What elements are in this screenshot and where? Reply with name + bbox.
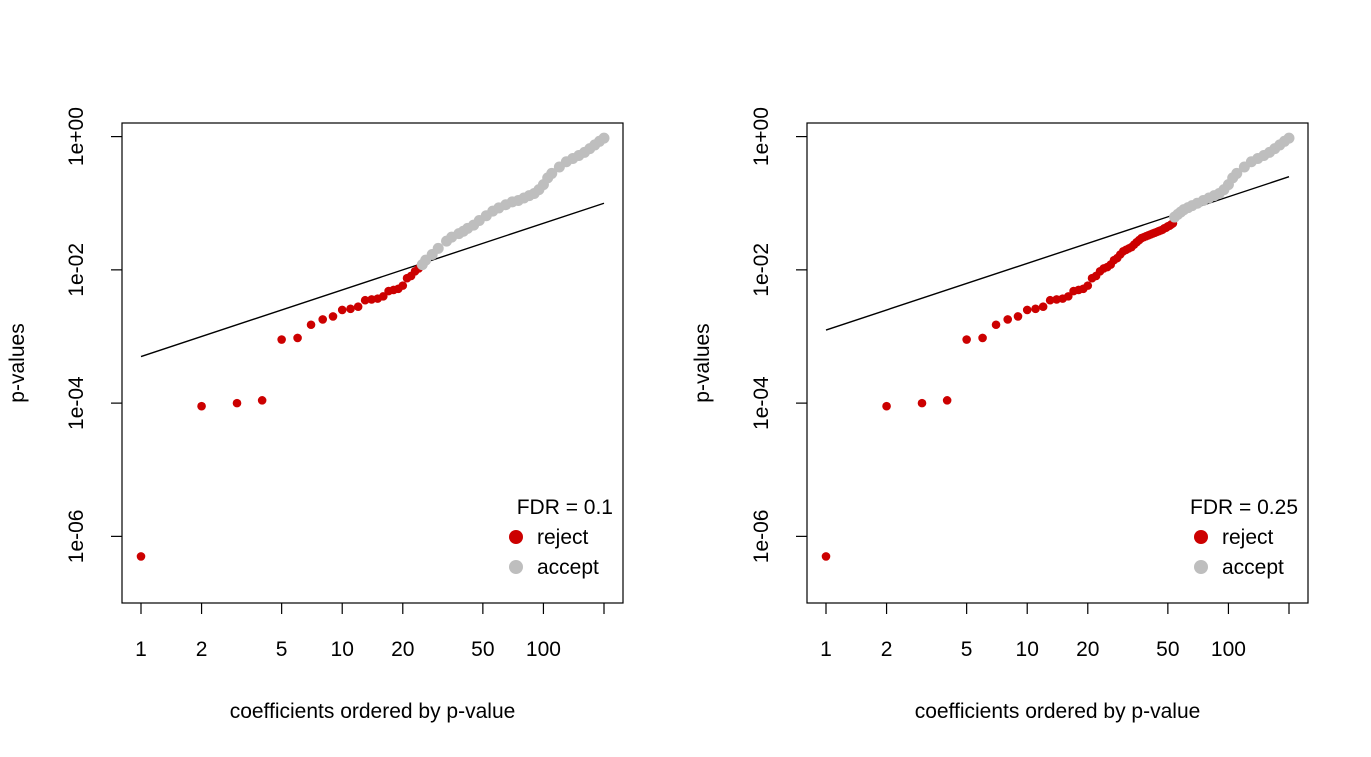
reject-point (360, 295, 370, 305)
y-tick-label: 1e-02 (750, 243, 773, 297)
x-tick-label: 1 (135, 638, 147, 661)
x-tick-label: 50 (1156, 638, 1179, 661)
legend-label-reject: reject (1222, 526, 1274, 549)
reject-point (962, 335, 971, 344)
reject-point (197, 401, 206, 411)
reject-point (257, 396, 267, 405)
reject-point (978, 333, 987, 343)
y-tick-label: 1e+00 (750, 107, 773, 166)
reject-point (1083, 281, 1093, 290)
reject-point (1045, 295, 1055, 305)
x-tick-label: 1 (820, 638, 832, 661)
reject-point (136, 552, 146, 561)
accept-point (432, 242, 444, 254)
fdr-threshold-line (140, 202, 605, 358)
x-axis-title: coefficients ordered by p-value (915, 700, 1201, 723)
x-tick-label: 20 (1076, 638, 1099, 661)
legend-label-accept: accept (537, 556, 599, 579)
legend-marker-reject (1194, 530, 1208, 544)
x-tick-label: 10 (1016, 638, 1039, 661)
accept-point (1283, 132, 1295, 144)
reject-point (398, 281, 408, 290)
y-tick-label: 1e-06 (750, 510, 773, 564)
legend-title: FDR = 0.25 (1190, 496, 1298, 519)
x-tick-label: 2 (196, 638, 208, 661)
reject-point (1038, 302, 1048, 311)
legend-label-reject: reject (537, 526, 589, 549)
plot-frame (806, 122, 1309, 604)
accept-point (1231, 167, 1243, 179)
reject-point (353, 302, 363, 311)
reject-point (917, 398, 927, 408)
y-tick-label: 1e-06 (65, 510, 88, 564)
reject-point (1022, 305, 1032, 315)
y-axis-title: p-values (691, 323, 714, 402)
reject-point (1003, 315, 1013, 324)
plot-frame (121, 122, 624, 604)
plot-panel-1: 1 2 5 10 20 50 100 1e-06 1e-04 1e-02 1e+00 coeffici… (6, 107, 624, 723)
reject-point (942, 396, 952, 405)
reject-point (293, 333, 302, 343)
x-tick-label: 20 (391, 638, 414, 661)
reject-point (346, 304, 355, 314)
fdr-threshold-line (825, 176, 1290, 331)
x-tick-label: 5 (961, 638, 973, 661)
legend-marker-reject (509, 530, 523, 544)
y-tick-label: 1e-04 (750, 376, 773, 430)
x-axis-title: coefficients ordered by p-value (230, 700, 516, 723)
reject-point (1063, 292, 1073, 301)
reject-point (337, 305, 347, 315)
x-tick-label: 50 (471, 638, 494, 661)
legend-marker-accept (1194, 560, 1208, 574)
reject-point (232, 398, 242, 408)
reject-point (882, 401, 891, 411)
legend-label-accept: accept (1222, 556, 1284, 579)
reject-point (378, 292, 388, 301)
reject-point (306, 320, 316, 330)
y-tick-label: 1e-02 (65, 243, 88, 297)
reject-point (821, 552, 831, 561)
accept-point (546, 167, 558, 179)
reject-point (1013, 312, 1023, 321)
y-axis-title: p-values (6, 323, 29, 402)
reject-point (1031, 304, 1040, 314)
x-tick-label: 2 (881, 638, 893, 661)
x-tick-label: 100 (1211, 638, 1246, 661)
accept-point (598, 132, 610, 144)
legend-marker-accept (509, 560, 523, 574)
reject-point (991, 320, 1001, 330)
x-tick-label: 100 (526, 638, 561, 661)
x-tick-label: 10 (331, 638, 354, 661)
legend-title: FDR = 0.1 (517, 496, 613, 519)
y-tick-label: 1e+00 (65, 107, 88, 166)
reject-point (318, 315, 328, 324)
plot-panel-2: 1 2 5 10 20 50 100 1e-06 1e-04 1e-02 1e+00 coeffici… (691, 107, 1309, 723)
x-tick-label: 5 (276, 638, 288, 661)
reject-point (328, 312, 338, 321)
y-tick-label: 1e-04 (65, 376, 88, 430)
reject-point (277, 335, 286, 344)
